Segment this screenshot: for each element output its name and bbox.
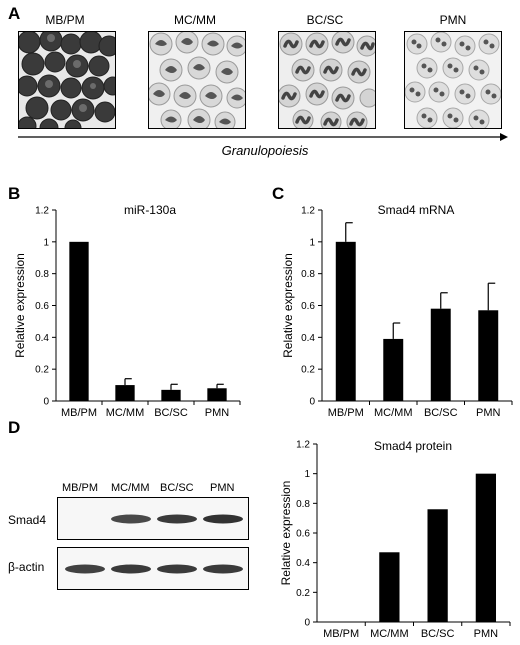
chart-c: 0 0.2 0.4 0.6 0.8 1 1.2 Smad4 mRNA Relative expr… — [281, 203, 513, 419]
micrograph-pmn — [404, 31, 502, 129]
x-tick-label-d: MB/PM — [323, 628, 359, 640]
chart-b: 0 0.2 0.4 0.6 0.8 1 1.2 miR-130a Relative expres… — [13, 203, 241, 419]
bar-c-2 — [430, 308, 451, 401]
micrograph-bc-sc-cells — [279, 32, 375, 128]
y-tick-label-b: 0.6 — [35, 301, 49, 312]
bar-c-0 — [335, 241, 356, 401]
y-tick-label-d: 1.2 — [296, 440, 310, 451]
y-axis-label-d: Relative expression — [279, 481, 293, 586]
y-tick-label-d: 0.8 — [296, 499, 310, 510]
chart-d: 0 0.2 0.4 0.6 0.8 1 1.2 Smad4 protein Relative e… — [279, 439, 511, 640]
y-tick-label-b: 0.8 — [35, 269, 49, 280]
blot-smad4-bands — [111, 514, 243, 524]
panel-label-b: B — [8, 184, 21, 203]
micrograph-pmn-cells — [405, 32, 501, 128]
y-tick-label-c: 1.2 — [301, 206, 315, 217]
x-tick-label-c: MC/MM — [374, 407, 413, 419]
y-tick-label-b: 0 — [43, 397, 49, 408]
smad4-band-3 — [203, 514, 243, 524]
x-tick-label-c: PMN — [476, 407, 501, 419]
bar-b-1 — [115, 385, 135, 401]
blot-lane-label-mb-pm: MB/PM — [62, 482, 99, 494]
actin-band-0 — [65, 564, 105, 574]
smad4-band-1 — [111, 514, 151, 524]
actin-band-1 — [111, 564, 151, 574]
x-tick-label-b: MC/MM — [106, 407, 145, 419]
blot-actin-strip — [57, 547, 249, 590]
micrograph-mc-mm-cells — [149, 32, 245, 128]
bar-b-2 — [161, 389, 181, 401]
y-tick-label-c: 0.8 — [301, 269, 315, 280]
actin-band-3 — [203, 564, 243, 574]
x-tick-label-d: PMN — [474, 628, 499, 640]
micrograph-bc-sc — [278, 31, 376, 129]
bar-b-3 — [207, 388, 227, 401]
bar-d-2 — [427, 509, 448, 622]
stage-label-mc-mm: MC/MM — [174, 13, 216, 27]
x-tick-label-c: BC/SC — [424, 407, 458, 419]
panel-label-c: C — [272, 184, 285, 203]
x-tick-label-c: MB/PM — [328, 407, 364, 419]
y-tick-label-b: 0.4 — [35, 333, 49, 344]
y-tick-label-b: 1 — [43, 237, 49, 248]
y-axis-label-c: Relative expression — [281, 253, 295, 358]
panel-label-a: A — [8, 4, 21, 23]
y-tick-label-d: 0.2 — [296, 588, 310, 599]
smad4-band-2 — [157, 514, 197, 524]
blot-smad4-strip — [57, 497, 249, 540]
x-tick-label-b: BC/SC — [154, 407, 188, 419]
y-tick-label-c: 0.6 — [301, 301, 315, 312]
stage-label-pmn: PMN — [439, 13, 467, 27]
x-tick-label-b: PMN — [205, 407, 230, 419]
blot-lane-label-bc-sc: BC/SC — [160, 482, 194, 494]
blot-actin-bands — [65, 564, 243, 574]
y-tick-label-c: 0.4 — [301, 333, 315, 344]
chart-title-d: Smad4 protein — [374, 439, 452, 453]
micrograph-mb-pm-cells — [19, 32, 115, 128]
y-tick-label-d: 0.6 — [296, 529, 310, 540]
y-tick-label-b: 1.2 — [35, 206, 49, 217]
blot-row-label-actin: β-actin — [8, 560, 45, 574]
bar-c-1 — [383, 338, 404, 401]
y-tick-label-c: 0 — [309, 397, 315, 408]
micrograph-mb-pm — [18, 31, 116, 129]
bar-d-3 — [475, 473, 497, 622]
blot-row-label-smad4: Smad4 — [8, 513, 47, 527]
panel-label-d: D — [8, 418, 21, 437]
y-tick-label-d: 1 — [304, 469, 310, 480]
bar-b-0 — [69, 241, 89, 401]
chart-title-b: miR-130a — [124, 203, 176, 217]
actin-band-2 — [157, 564, 197, 574]
x-tick-label-d: BC/SC — [421, 628, 455, 640]
bar-c-3 — [478, 310, 499, 401]
x-tick-label-d: MC/MM — [370, 628, 409, 640]
stage-label-mb-pm: MB/PM — [45, 13, 85, 27]
y-axis-label-b: Relative expression — [13, 253, 27, 358]
y-tick-label-d: 0.4 — [296, 558, 310, 569]
bar-d-1 — [379, 552, 400, 622]
micrograph-mc-mm — [148, 31, 246, 129]
stage-label-bc-sc: BC/SC — [306, 13, 344, 27]
y-tick-label-c: 1 — [309, 237, 315, 248]
blot-lane-label-mc-mm: MC/MM — [111, 482, 150, 494]
y-tick-label-b: 0.2 — [35, 365, 49, 376]
y-tick-label-d: 0 — [304, 618, 310, 629]
granulopoiesis-label: Granulopoiesis — [221, 143, 309, 158]
chart-title-c: Smad4 mRNA — [378, 203, 455, 217]
y-tick-label-c: 0.2 — [301, 365, 315, 376]
blot-lane-label-pmn: PMN — [210, 482, 235, 494]
x-tick-label-b: MB/PM — [61, 407, 97, 419]
